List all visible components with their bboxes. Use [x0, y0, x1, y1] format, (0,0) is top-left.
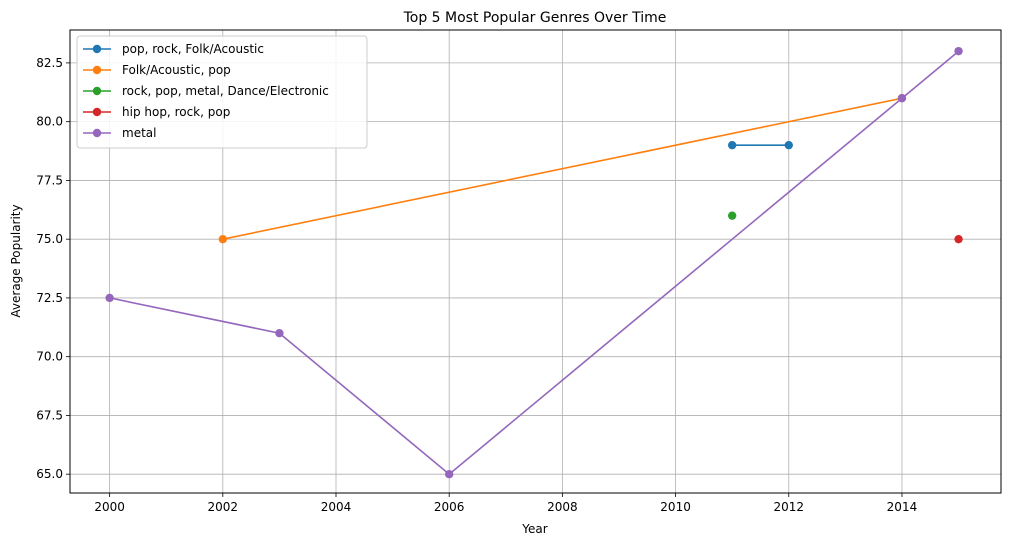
data-point [954, 46, 963, 56]
ticks: 2000 2002 2004 2006 2008 2010 2012 2014 65.0 67.5… [36, 56, 917, 514]
legend-item: Folk/Acoustic, pop [83, 63, 231, 77]
x-tick-label: 2006 [434, 500, 465, 514]
data-point [444, 469, 454, 479]
legend-marker [92, 86, 102, 96]
y-tick-label: 70.0 [36, 350, 63, 364]
x-axis-label: Year [521, 522, 547, 536]
x-tick-label: 2014 [887, 500, 918, 514]
series-group [105, 46, 963, 479]
data-point [727, 140, 737, 150]
legend-marker [92, 107, 102, 117]
legend-item: rock, pop, metal, Dance/Electronic [83, 84, 329, 98]
legend-label: rock, pop, metal, Dance/Electronic [122, 84, 329, 98]
chart-title: Top 5 Most Popular Genres Over Time [403, 10, 667, 26]
legend-item: hip hop, rock, pop [83, 105, 230, 119]
legend-item: pop, rock, Folk/Acoustic [83, 42, 264, 56]
x-tick-label: 2004 [321, 500, 352, 514]
y-tick-label: 72.5 [36, 291, 63, 305]
data-point [218, 234, 228, 244]
legend-item: metal [83, 126, 156, 140]
x-tick-label: 2008 [547, 500, 578, 514]
series-3 [954, 234, 963, 244]
x-tick-label: 2010 [660, 500, 691, 514]
series-4 [105, 46, 963, 479]
x-tick-label: 2012 [773, 500, 804, 514]
y-axis-label: Average Popularity [9, 204, 23, 317]
legend: pop, rock, Folk/Acoustic Folk/Acoustic, p… [76, 35, 368, 149]
y-tick-label: 67.5 [36, 408, 63, 422]
x-tick-label: 2002 [208, 500, 239, 514]
series-2 [727, 211, 737, 220]
data-point [784, 140, 793, 150]
data-point [954, 234, 963, 244]
data-point [105, 293, 114, 303]
legend-marker [92, 128, 102, 138]
data-point [275, 328, 284, 338]
series-line [222, 97, 903, 240]
legend-box [76, 35, 368, 149]
legend-label: pop, rock, Folk/Acoustic [122, 42, 264, 56]
plot-frame [69, 29, 1002, 494]
legend-label: metal [122, 126, 156, 140]
y-tick-label: 77.5 [36, 173, 63, 187]
x-tick-label: 2000 [94, 500, 125, 514]
legend-marker [92, 44, 102, 54]
y-tick-label: 75.0 [36, 232, 63, 246]
series-0 [727, 140, 793, 150]
data-point [897, 93, 907, 103]
legend-marker [92, 65, 102, 75]
y-tick-label: 80.0 [36, 115, 63, 129]
legend-label: hip hop, rock, pop [122, 105, 230, 119]
y-tick-label: 65.0 [36, 467, 63, 481]
legend-label: Folk/Acoustic, pop [122, 63, 231, 77]
data-point [727, 211, 737, 220]
y-tick-label: 82.5 [36, 56, 63, 70]
